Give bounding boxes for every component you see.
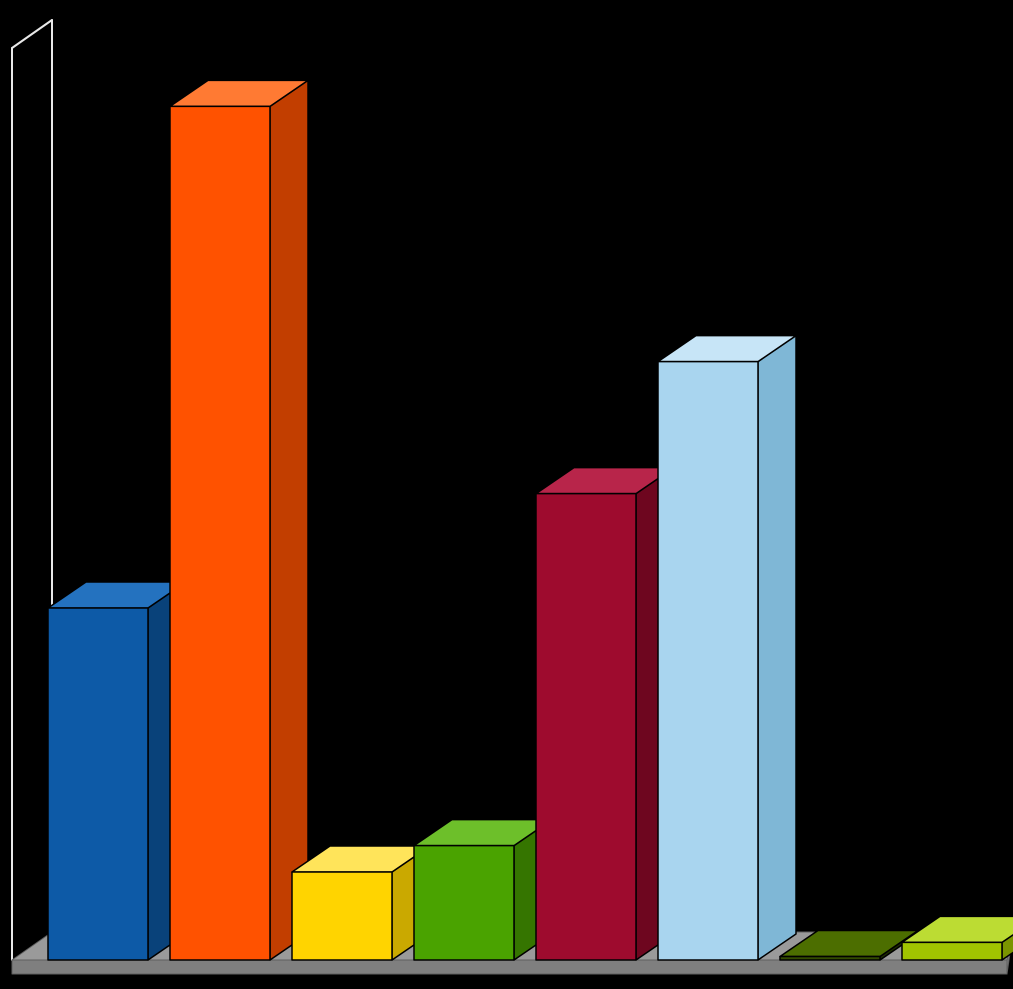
bar-5 bbox=[658, 336, 796, 960]
bar-1-front bbox=[170, 106, 270, 960]
bar-3-front bbox=[414, 846, 514, 960]
bar-7-front bbox=[902, 942, 1002, 960]
bar-6-front bbox=[780, 956, 880, 960]
bar-chart-3d bbox=[0, 0, 1013, 989]
floor-front bbox=[12, 960, 1007, 974]
bar-5-side bbox=[758, 336, 796, 960]
bar-0-front bbox=[48, 608, 148, 960]
bar-0 bbox=[48, 582, 186, 960]
bar-5-front bbox=[658, 362, 758, 960]
bar-1-side bbox=[270, 80, 308, 960]
bar-2 bbox=[292, 846, 430, 960]
bar-1 bbox=[170, 80, 308, 960]
bar-4-front bbox=[536, 494, 636, 960]
bar-4 bbox=[536, 468, 674, 960]
chart-svg bbox=[0, 0, 1013, 989]
bar-2-front bbox=[292, 872, 392, 960]
bar-3 bbox=[414, 820, 552, 960]
